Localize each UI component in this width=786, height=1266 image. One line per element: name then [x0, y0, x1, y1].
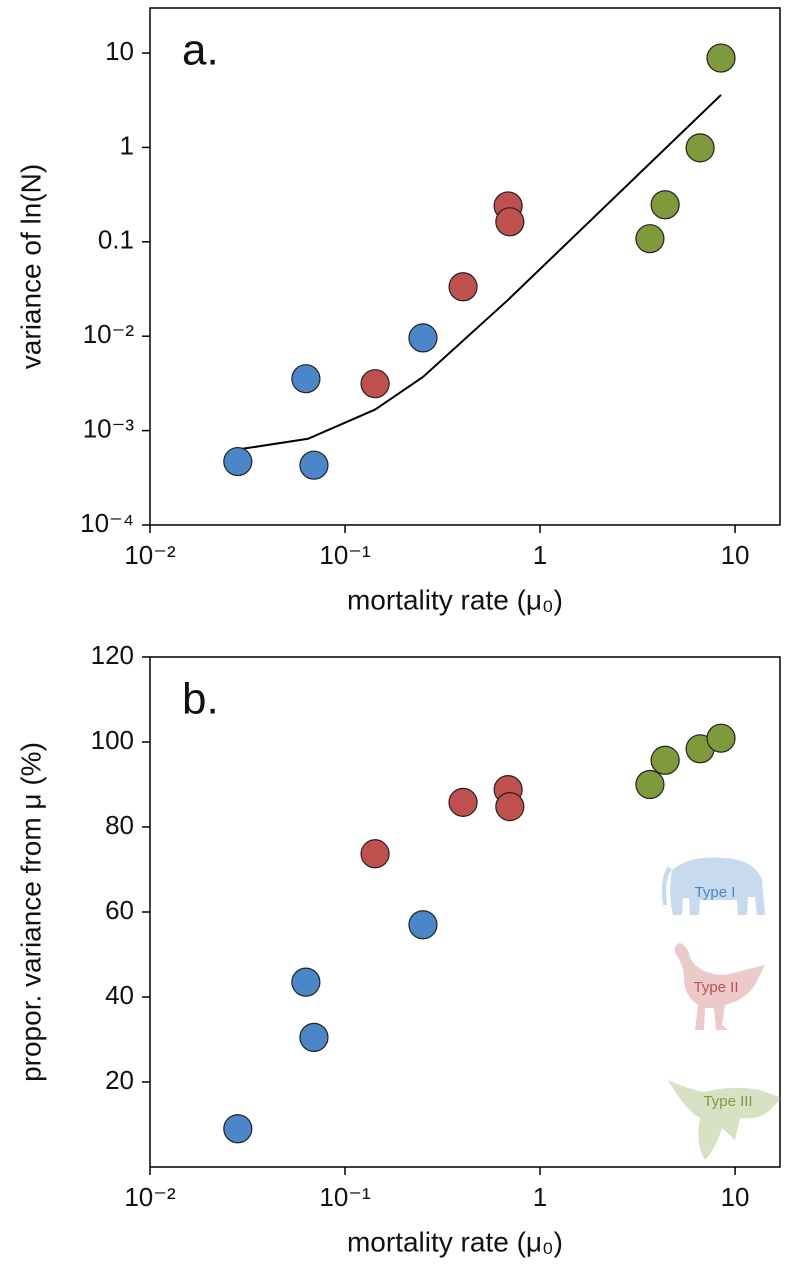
model-line: [237, 94, 722, 451]
x-axis-label: mortality rate (μ₀): [347, 1226, 563, 1257]
y-tick-label: 120: [91, 640, 134, 670]
x-tick-label: 1: [533, 1182, 547, 1212]
data-point: [495, 791, 525, 822]
data-point: [291, 364, 321, 394]
y-tick-label: 10: [105, 36, 134, 66]
legend-label: Type I: [695, 884, 736, 901]
y-tick-label: 10⁻²: [83, 319, 135, 349]
y-tick-label: 100: [91, 725, 134, 755]
data-point: [408, 323, 438, 353]
y-tick-label: 1: [120, 130, 134, 160]
data-point: [448, 272, 478, 302]
y-axis-label: variance of ln(N): [15, 164, 46, 369]
y-tick-label: 80: [105, 810, 134, 840]
y-tick-label: 10⁻³: [83, 413, 135, 443]
elephant-icon: [661, 857, 765, 915]
x-axis-label: mortality rate (μ₀): [347, 584, 563, 615]
data-point: [685, 133, 715, 163]
data-point: [223, 1114, 253, 1144]
data-point: [291, 967, 321, 997]
data-point: [448, 787, 478, 817]
bird-icon: [674, 943, 765, 1030]
y-tick-label: 40: [105, 980, 134, 1010]
panel-label: a.: [182, 26, 219, 75]
y-axis-label: propor. variance from μ (%): [15, 742, 46, 1082]
x-tick-label: 10⁻¹: [319, 540, 371, 570]
x-tick-label: 1: [533, 540, 547, 570]
legend-label: Type III: [703, 1093, 752, 1110]
y-tick-label: 0.1: [98, 225, 134, 255]
data-point: [408, 910, 438, 940]
data-point: [706, 43, 736, 73]
x-tick-label: 10: [721, 540, 750, 570]
y-tick-label: 10⁻⁴: [80, 508, 134, 538]
data-point: [360, 839, 390, 869]
plot-frame: [149, 7, 781, 526]
x-tick-label: 10⁻²: [124, 1182, 176, 1212]
panel-label: b.: [182, 675, 219, 724]
x-tick-label: 10⁻¹: [319, 1182, 371, 1212]
data-point: [650, 745, 680, 775]
data-point: [706, 723, 736, 753]
data-point: [299, 1022, 329, 1052]
data-point: [495, 207, 525, 237]
data-point: [360, 369, 390, 399]
turtle-icon: [668, 1080, 782, 1160]
data-point: [299, 450, 329, 480]
legend-label: Type II: [693, 979, 738, 996]
data-point: [650, 190, 680, 220]
x-tick-label: 10⁻²: [124, 540, 176, 570]
data-point: [635, 224, 665, 254]
legend-icons: Type I Type II Type III: [661, 857, 782, 1160]
data-point: [635, 769, 665, 800]
y-tick-label: 60: [105, 895, 134, 925]
data-point: [223, 446, 253, 477]
y-tick-label: 20: [105, 1065, 134, 1095]
x-tick-label: 10: [721, 1182, 750, 1212]
